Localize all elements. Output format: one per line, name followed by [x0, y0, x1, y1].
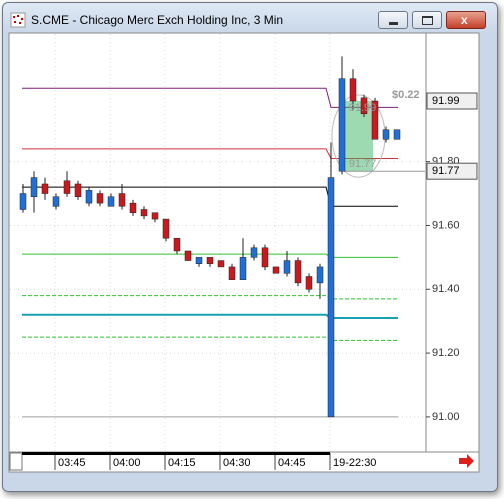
scroll-arrow[interactable]	[459, 454, 474, 468]
candle-body	[74, 183, 82, 197]
candle-body	[107, 196, 115, 207]
x-tick-label: 04:15	[168, 457, 196, 469]
candle-body	[96, 193, 104, 204]
candle-body	[173, 237, 181, 252]
x-tick-label: 03:45	[58, 457, 86, 469]
candle-body	[239, 257, 247, 280]
candle-body	[305, 276, 313, 290]
candle-body	[184, 250, 192, 261]
app-icon	[10, 12, 26, 28]
candle-body	[349, 78, 357, 102]
price-marker-label: 91.99	[432, 95, 460, 107]
price-marker-label: 91.77	[432, 165, 460, 177]
measure-low-label: 91.77	[349, 158, 377, 170]
candle-body	[162, 218, 170, 239]
measure-high-label: 91.99	[349, 102, 377, 114]
close-button[interactable]: x	[446, 11, 486, 29]
minimize-button[interactable]	[378, 11, 408, 29]
candle-body	[371, 100, 379, 140]
candle-body	[393, 129, 401, 140]
candle-body	[272, 266, 280, 274]
x-tick-label: 04:00	[113, 457, 141, 469]
candle-body	[228, 266, 236, 280]
candle-body	[195, 257, 203, 264]
y-tick-label: 91.40	[432, 283, 460, 295]
candle-body	[85, 190, 93, 204]
candle-body	[52, 196, 60, 207]
scroll-box[interactable]	[9, 452, 23, 471]
candle-body	[19, 193, 27, 210]
candle-body	[294, 260, 302, 284]
candle-body	[250, 247, 258, 258]
candle-body	[206, 257, 214, 264]
x-tick-label: 19-22:30	[333, 457, 376, 469]
candle-body	[217, 260, 225, 268]
candle-body	[360, 97, 368, 115]
maximize-button[interactable]	[412, 11, 442, 29]
candle-body	[41, 183, 49, 194]
measure-change-label: $0.22	[392, 89, 420, 101]
candle-body	[129, 202, 137, 213]
x-tick-label: 04:30	[223, 457, 251, 469]
candle-body	[118, 193, 126, 207]
y-tick-label: 91.60	[432, 219, 460, 231]
candle-body	[140, 209, 148, 217]
candle-body	[151, 212, 159, 220]
candle-body	[283, 260, 291, 274]
candle-body	[327, 177, 335, 418]
window-title: S.CME - Chicago Merc Exch Holding Inc, 3…	[31, 13, 284, 27]
y-tick-label: 91.00	[432, 411, 460, 423]
measure-box	[344, 101, 373, 172]
price-marker-box	[426, 92, 478, 110]
x-tick-label: 04:45	[278, 457, 306, 469]
price-marker-box	[426, 162, 478, 180]
candle-body	[338, 78, 346, 172]
candle-body	[261, 247, 269, 268]
candle-body	[382, 129, 390, 140]
candle-body	[63, 180, 71, 194]
y-tick-label: 91.20	[432, 347, 460, 359]
candle-body	[30, 177, 38, 197]
candle-body	[316, 266, 324, 284]
